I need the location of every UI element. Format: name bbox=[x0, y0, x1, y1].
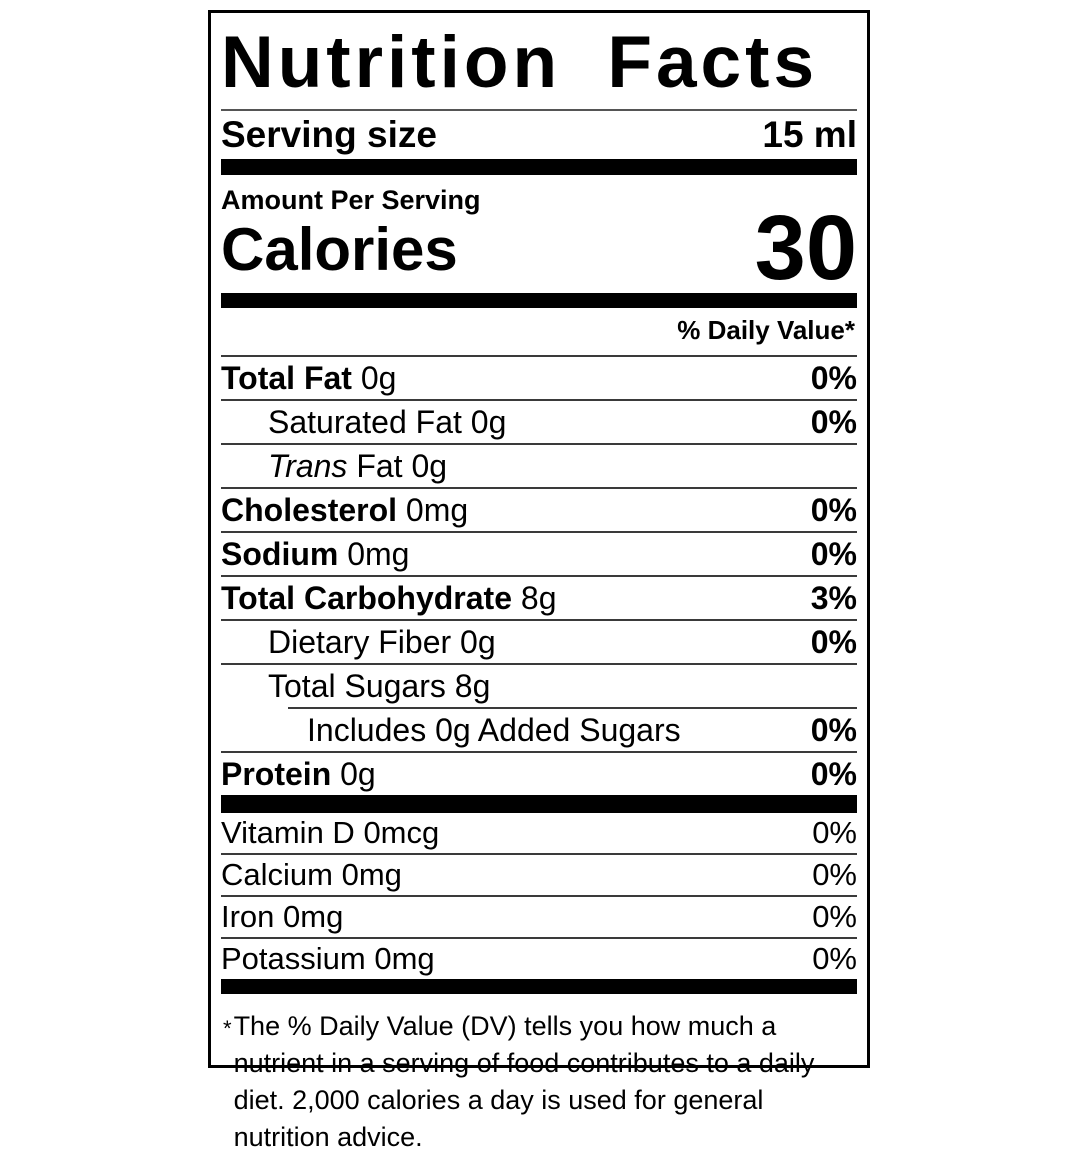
nutrient-row-cholesterol: Cholesterol 0mg 0% bbox=[221, 489, 857, 531]
footnote-text: The % Daily Value (DV) tells you how muc… bbox=[233, 1011, 815, 1152]
nutrient-amount: 0g bbox=[340, 755, 376, 792]
nutrient-amount: 0g bbox=[470, 403, 507, 440]
nutrient-name: Sodium bbox=[221, 535, 339, 572]
calories-section: Amount Per Serving Calories 30 bbox=[221, 175, 857, 299]
nutrient-amount: 8g bbox=[454, 667, 491, 704]
divider bbox=[221, 853, 857, 855]
divider bbox=[221, 487, 857, 489]
micro-name: Potassium bbox=[221, 941, 366, 976]
nutrient-name: Total Carbohydrate bbox=[221, 579, 512, 616]
nutrient-row-added-sugars: Includes 0g Added Sugars 0% bbox=[221, 709, 857, 751]
calories-left: Amount Per Serving Calories bbox=[221, 183, 481, 283]
nutrient-dv: 3% bbox=[810, 579, 857, 616]
nutrient-name: Total Fat bbox=[221, 359, 352, 396]
nutrient-row-total-fat: Total Fat 0g 0% bbox=[221, 357, 857, 399]
divider bbox=[221, 531, 857, 533]
micro-amount: 0mg bbox=[341, 857, 402, 892]
divider bbox=[221, 663, 857, 665]
divider bbox=[221, 895, 857, 897]
nutrition-facts-label: Nutrition Facts Serving size 15 ml Amoun… bbox=[208, 10, 870, 1152]
micro-dv: 0% bbox=[812, 899, 857, 934]
nutrient-name: Includes 0g Added Sugars bbox=[307, 711, 681, 748]
micro-row-calcium: Calcium 0mg 0% bbox=[221, 855, 857, 895]
nutrient-dv: 0% bbox=[810, 535, 857, 572]
nutrient-row-dietary-fiber: Dietary Fiber 0g 0% bbox=[221, 621, 857, 663]
divider bbox=[221, 575, 857, 577]
nutrient-name: Total Sugars bbox=[268, 667, 446, 704]
calories-value: 30 bbox=[754, 197, 857, 299]
divider bbox=[221, 937, 857, 939]
label-title: Nutrition Facts bbox=[221, 22, 819, 103]
calories-label: Calories bbox=[221, 216, 458, 283]
divider bbox=[221, 751, 857, 753]
nutrient-name: Protein bbox=[221, 755, 332, 792]
daily-value-header: % Daily Value* bbox=[677, 315, 855, 345]
micro-name: Vitamin D bbox=[221, 815, 355, 850]
micro-name: Iron bbox=[221, 899, 275, 934]
divider-indented bbox=[288, 707, 857, 709]
nutrient-dv: 0% bbox=[810, 755, 857, 792]
serving-size-label: Serving size bbox=[221, 114, 437, 155]
nutrient-amount: 0mg bbox=[347, 535, 410, 572]
micro-amount: 0mg bbox=[374, 941, 435, 976]
nutrient-amount: 8g bbox=[520, 579, 557, 616]
micro-name: Calcium bbox=[221, 857, 333, 892]
nutrient-dv: 0% bbox=[810, 403, 857, 440]
micro-dv: 0% bbox=[812, 857, 857, 892]
nutrient-name: Cholesterol bbox=[221, 491, 398, 528]
nutrient-amount: Fat 0g bbox=[356, 447, 448, 484]
section-bar-micro bbox=[221, 979, 857, 994]
micro-row-vitamin-d: Vitamin D 0mcg 0% bbox=[221, 813, 857, 853]
nutrient-amount: 0g bbox=[360, 359, 397, 396]
nutrient-row-sodium: Sodium 0mg 0% bbox=[221, 533, 857, 575]
micro-amount: 0mcg bbox=[363, 815, 440, 850]
nutrient-row-total-carbohydrate: Total Carbohydrate 8g 3% bbox=[221, 577, 857, 619]
section-bar-calories bbox=[221, 293, 857, 308]
footnote: * The % Daily Value (DV) tells you how m… bbox=[221, 994, 857, 1156]
micro-row-potassium: Potassium 0mg 0% bbox=[221, 939, 857, 979]
divider bbox=[221, 355, 857, 357]
nutrient-name: Saturated Fat bbox=[268, 403, 462, 440]
serving-size-row: Serving size 15 ml bbox=[221, 111, 857, 159]
section-bar-macro bbox=[221, 795, 857, 813]
nutrient-dv: 0% bbox=[810, 623, 857, 660]
micro-dv: 0% bbox=[812, 815, 857, 850]
footnote-asterisk: * bbox=[223, 1016, 232, 1041]
divider bbox=[221, 399, 857, 401]
serving-size-value: 15 ml bbox=[762, 114, 857, 155]
nutrient-name: Trans bbox=[268, 447, 348, 484]
nutrient-dv: 0% bbox=[810, 711, 857, 748]
nutrient-row-saturated-fat: Saturated Fat 0g 0% bbox=[221, 401, 857, 443]
nutrient-row-total-sugars: Total Sugars 8g bbox=[221, 665, 857, 707]
divider bbox=[221, 619, 857, 621]
nutrient-row-trans-fat: Trans Fat 0g bbox=[221, 445, 857, 487]
nutrient-dv: 0% bbox=[810, 359, 857, 396]
micro-amount: 0mg bbox=[283, 899, 344, 934]
nutrient-amount: 0mg bbox=[405, 491, 469, 528]
nutrient-row-protein: Protein 0g 0% bbox=[221, 753, 857, 795]
nutrient-amount: 0g bbox=[460, 623, 496, 660]
title-divider bbox=[221, 109, 857, 111]
section-bar-top bbox=[221, 159, 857, 175]
nutrient-dv: 0% bbox=[810, 491, 857, 528]
divider bbox=[221, 443, 857, 445]
micro-dv: 0% bbox=[812, 941, 857, 976]
micro-row-iron: Iron 0mg 0% bbox=[221, 897, 857, 937]
amount-per-serving-label: Amount Per Serving bbox=[221, 185, 481, 215]
nutrient-name: Dietary Fiber bbox=[268, 623, 452, 660]
